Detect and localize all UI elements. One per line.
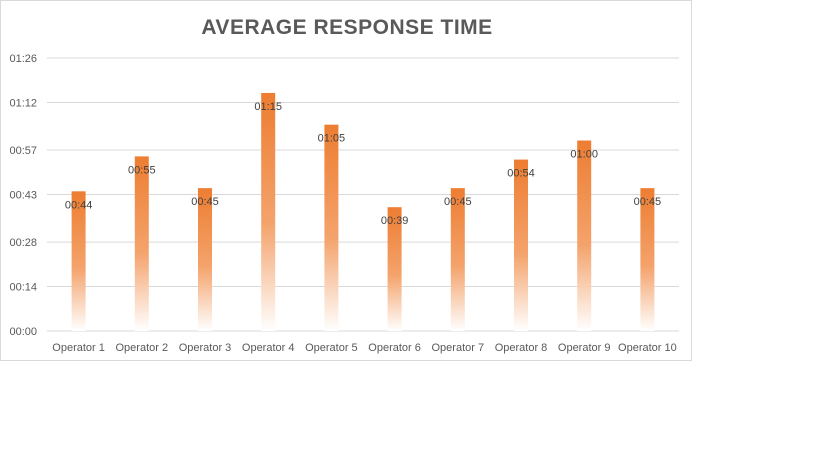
data-label: 01:00 xyxy=(570,149,598,161)
y-tick-label: 01:12 xyxy=(9,97,37,109)
y-tick-label: 00:14 xyxy=(9,282,37,294)
bar xyxy=(198,188,212,331)
data-label: 01:05 xyxy=(318,133,346,145)
y-tick-label: 00:57 xyxy=(9,145,37,157)
data-label: 00:45 xyxy=(191,196,219,208)
y-tick-label: 00:28 xyxy=(9,237,37,249)
data-label: 00:55 xyxy=(128,164,156,176)
bar xyxy=(387,207,402,331)
data-label: 00:45 xyxy=(634,196,662,208)
x-tick-label: Operator 5 xyxy=(305,342,358,354)
bar xyxy=(134,156,149,331)
bar xyxy=(450,188,465,331)
data-label: 00:39 xyxy=(381,215,409,227)
x-tick-label: Operator 6 xyxy=(368,342,421,354)
data-label: 00:54 xyxy=(507,168,535,180)
y-tick-label: 00:00 xyxy=(9,326,37,338)
data-label: 00:44 xyxy=(65,199,93,211)
data-label: 00:45 xyxy=(444,196,472,208)
bar-chart: AVERAGE RESPONSE TIME 00:44 00:55 00:45 01:… xyxy=(9,16,679,354)
chart-frame: AVERAGE RESPONSE TIME 00:44 00:55 00:45 01:… xyxy=(0,0,692,361)
x-tick-label: Operator 3 xyxy=(179,342,232,354)
bar xyxy=(324,124,339,332)
bar xyxy=(71,191,86,331)
bar xyxy=(261,92,276,331)
x-tick-label: Operator 8 xyxy=(495,342,548,354)
x-tick-label: Operator 7 xyxy=(432,342,485,354)
bar xyxy=(577,140,592,331)
x-tick-label: Operator 4 xyxy=(242,342,295,354)
x-tick-label: Operator 1 xyxy=(52,342,105,354)
chart-title: AVERAGE RESPONSE TIME xyxy=(201,16,492,39)
x-tick-label: Operator 9 xyxy=(558,342,611,354)
y-tick-label: 01:26 xyxy=(9,53,37,65)
data-label: 01:15 xyxy=(254,101,282,113)
x-tick-label: Operator 10 xyxy=(618,342,677,354)
y-tick-label: 00:43 xyxy=(9,190,37,202)
bar xyxy=(640,188,655,331)
x-tick-label: Operator 2 xyxy=(116,342,169,354)
bar xyxy=(514,159,528,331)
